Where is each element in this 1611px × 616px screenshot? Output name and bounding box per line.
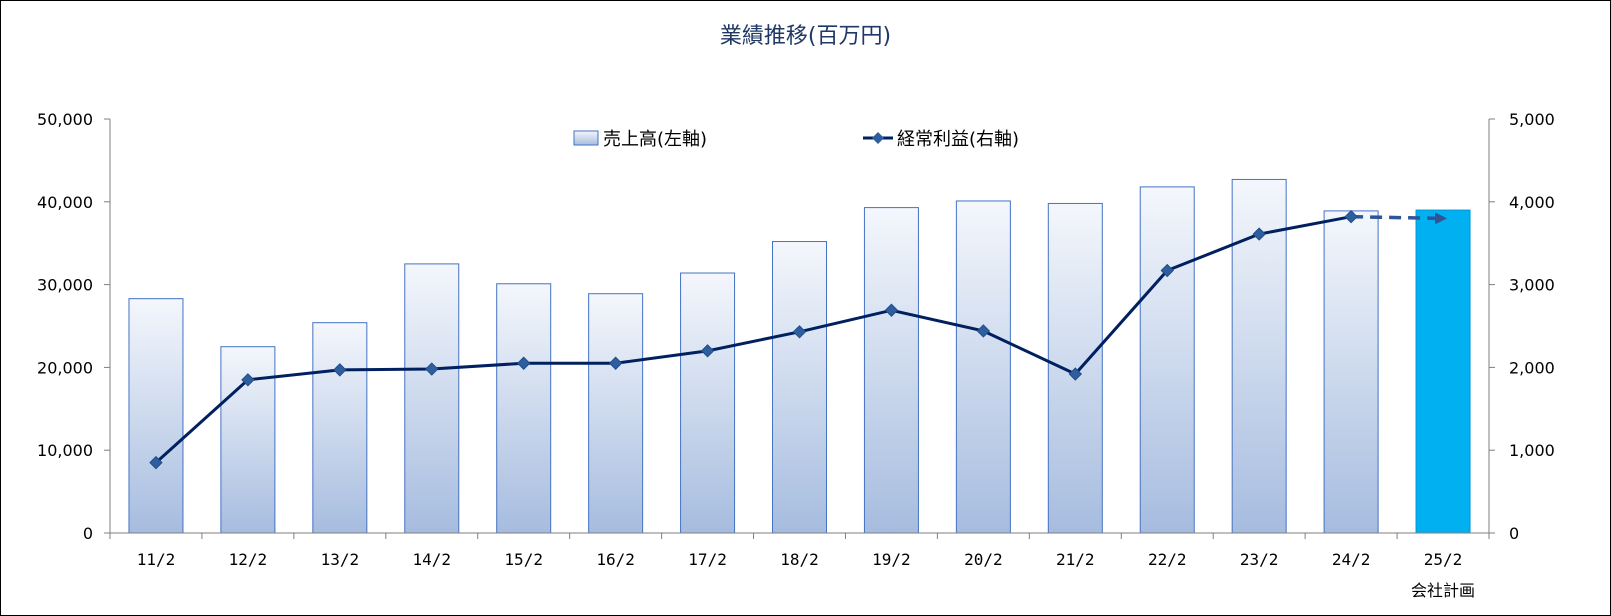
y-right-tick-label: 2,000 [1509, 358, 1555, 377]
bar-22/2 [1139, 186, 1195, 534]
x-tick-label: 22/2 [1148, 550, 1187, 569]
line-point-17/2 [700, 344, 715, 358]
y-left-tick-label: 10,000 [37, 441, 93, 460]
x-tick-label: 15/2 [504, 550, 543, 569]
line-point-19/2 [884, 303, 899, 317]
legend: 売上高(左軸) 経常利益(右軸) [573, 129, 1019, 150]
y-right-tick-label: 3,000 [1509, 276, 1555, 295]
x-tick-label: 18/2 [780, 550, 819, 569]
line-point-13/2 [333, 363, 347, 377]
line-point-14/2 [425, 362, 439, 376]
line-point-22/2 [1160, 263, 1174, 278]
x-tick-label: 13/2 [321, 550, 360, 569]
bar-15/2 [496, 283, 552, 534]
bar-11/2 [128, 298, 184, 534]
line-point-21/2 [1068, 367, 1083, 381]
line-point-23/2 [1252, 227, 1266, 241]
forecast-arrowhead [1435, 212, 1448, 225]
y-left-tick-label: 20,000 [37, 358, 93, 377]
bar-16/2 [588, 293, 644, 534]
y-left-tick-label: 0 [83, 524, 93, 543]
y-right-tick-label: 4,000 [1509, 193, 1555, 212]
y-right-tick-label: 1,000 [1509, 441, 1555, 460]
bar-14/2 [404, 263, 460, 534]
y-right-tick-label: 5,000 [1509, 110, 1555, 129]
line-series [149, 209, 1448, 470]
bar-13/2 [312, 322, 368, 534]
bar-25/2 [1415, 209, 1471, 534]
line-point-18/2 [792, 325, 807, 339]
line-point-15/2 [516, 356, 531, 370]
bar-18/2 [772, 241, 827, 534]
line-series-path [154, 215, 1352, 464]
line-point-11/2 [149, 455, 163, 470]
legend-swatch-bar [573, 130, 599, 146]
x-tick-label: 16/2 [596, 550, 635, 569]
bar-20/2 [955, 200, 1011, 534]
bar-19/2 [863, 207, 919, 534]
x-tick-label: 25/2 [1424, 550, 1463, 569]
x-tick-label: 17/2 [688, 550, 727, 569]
forecast-dashed-line [1351, 214, 1438, 221]
legend-label-bar: 売上高(左軸) [603, 129, 707, 150]
y-left-tick-label: 40,000 [37, 193, 93, 212]
x-tick-label: 24/2 [1332, 550, 1371, 569]
axes: 0 10,000 20,000 30,000 40,000 50,000 0 1,000 2,0… [37, 110, 1555, 600]
x-tick-label: 11/2 [137, 550, 176, 569]
line-point-16/2 [608, 356, 623, 370]
bar-17/2 [680, 272, 736, 534]
chart-title: 業績推移(百万円) [719, 24, 892, 49]
x-tick-label: 12/2 [229, 550, 268, 569]
line-point-12/2 [241, 373, 255, 387]
legend-swatch-marker [872, 132, 884, 144]
y-left-tick-label: 50,000 [37, 110, 93, 129]
y-right-tick-label: 0 [1509, 524, 1519, 543]
x-tick-sublabel: 会社計画 [1411, 581, 1475, 600]
x-tick-label: 23/2 [1240, 550, 1279, 569]
line-point-20/2 [976, 324, 991, 338]
x-tick-label: 14/2 [413, 550, 452, 569]
x-tick-label: 19/2 [872, 550, 911, 569]
legend-label-line: 経常利益(右軸) [897, 129, 1019, 150]
x-tick-label: 20/2 [964, 550, 1003, 569]
y-left-tick-label: 30,000 [37, 276, 93, 295]
bar-24/2 [1323, 210, 1379, 534]
x-tick-label: 21/2 [1056, 550, 1095, 569]
line-point-24/2 [1344, 209, 1358, 224]
